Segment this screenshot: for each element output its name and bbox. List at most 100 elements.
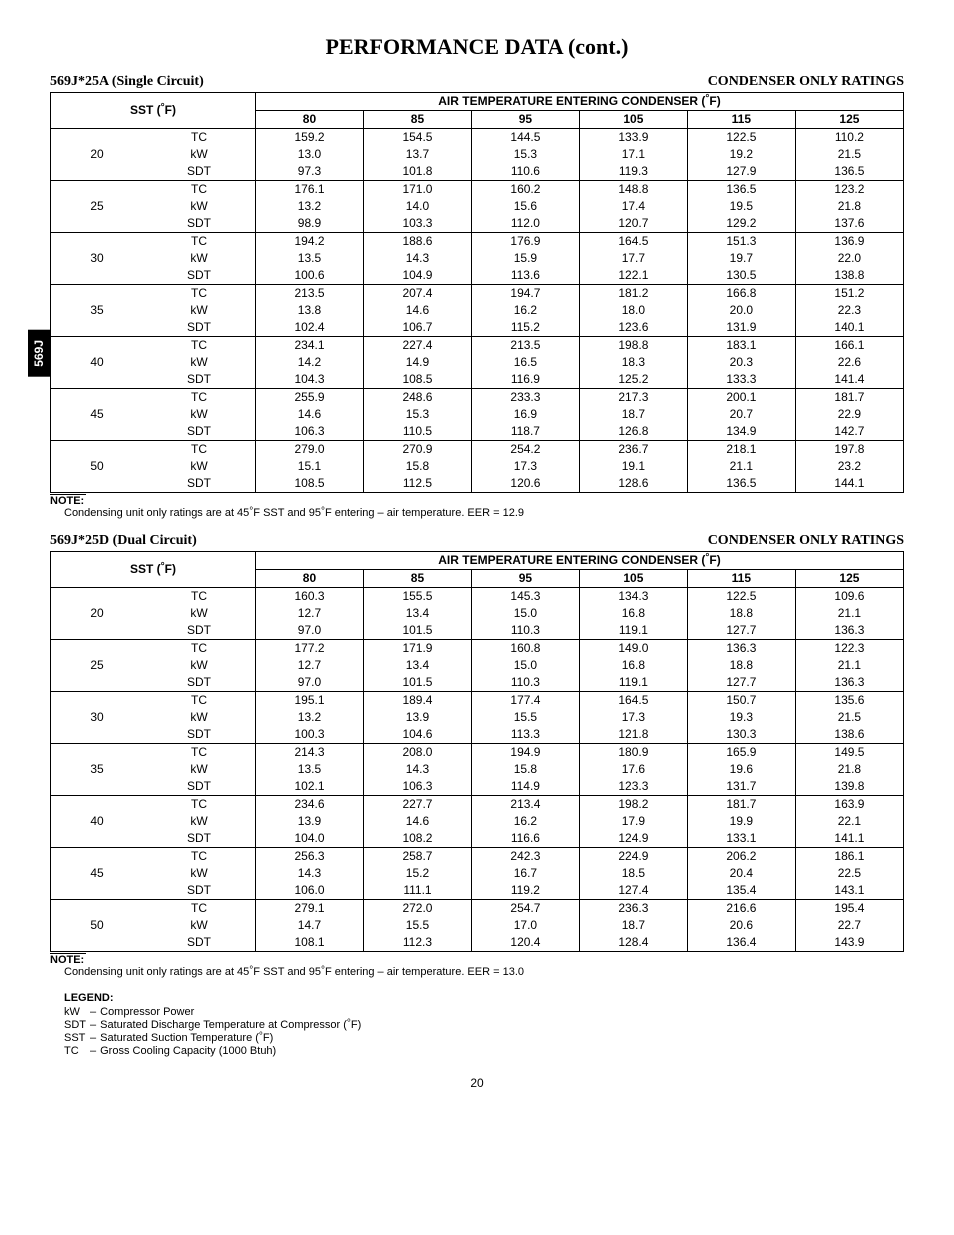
sst-header: SST (°F) <box>51 552 256 588</box>
data-cell: 13.0 <box>256 146 364 163</box>
data-cell: 14.3 <box>363 250 471 267</box>
data-cell: 17.6 <box>579 761 687 778</box>
data-cell: 22.0 <box>795 250 903 267</box>
data-cell: 113.6 <box>471 267 579 285</box>
metric-label: SDT <box>143 830 256 848</box>
data-cell: 194.2 <box>256 233 364 251</box>
data-cell: 16.7 <box>471 865 579 882</box>
data-cell: 154.5 <box>363 129 471 147</box>
data-cell: 20.3 <box>687 354 795 371</box>
sst-value: 25 <box>51 181 144 233</box>
data-cell: 118.7 <box>471 423 579 441</box>
data-cell: 108.1 <box>256 934 364 952</box>
data-cell: 248.6 <box>363 389 471 407</box>
metric-label: TC <box>143 796 256 814</box>
data-cell: 114.9 <box>471 778 579 796</box>
data-cell: 17.7 <box>579 250 687 267</box>
metric-label: TC <box>143 129 256 147</box>
data-cell: 134.3 <box>579 588 687 606</box>
data-cell: 21.8 <box>795 198 903 215</box>
data-cell: 128.4 <box>579 934 687 952</box>
data-cell: 20.4 <box>687 865 795 882</box>
data-cell: 151.2 <box>795 285 903 303</box>
side-tab: 569J <box>28 330 50 377</box>
sst-header: SST (°F) <box>51 93 256 129</box>
data-cell: 141.4 <box>795 371 903 389</box>
metric-label: SDT <box>143 319 256 337</box>
data-cell: 21.5 <box>795 709 903 726</box>
data-cell: 108.5 <box>256 475 364 493</box>
data-cell: 195.1 <box>256 692 364 710</box>
data-cell: 142.7 <box>795 423 903 441</box>
data-cell: 137.6 <box>795 215 903 233</box>
data-cell: 16.8 <box>579 605 687 622</box>
data-cell: 17.3 <box>471 458 579 475</box>
data-cell: 208.0 <box>363 744 471 762</box>
data-cell: 140.1 <box>795 319 903 337</box>
metric-label: kW <box>143 865 256 882</box>
data-cell: 13.5 <box>256 250 364 267</box>
data-cell: 126.8 <box>579 423 687 441</box>
data-cell: 198.8 <box>579 337 687 355</box>
data-cell: 18.8 <box>687 605 795 622</box>
col-temp-header: 80 <box>256 111 364 129</box>
data-cell: 14.6 <box>363 302 471 319</box>
legend-row: TC–Gross Cooling Capacity (1000 Btuh) <box>64 1045 365 1058</box>
data-cell: 18.7 <box>579 917 687 934</box>
data-cell: 163.9 <box>795 796 903 814</box>
data-cell: 106.3 <box>256 423 364 441</box>
legend-row: kW–Compressor Power <box>64 1006 365 1019</box>
data-cell: 116.6 <box>471 830 579 848</box>
data-cell: 213.5 <box>471 337 579 355</box>
data-cell: 14.2 <box>256 354 364 371</box>
data-cell: 13.8 <box>256 302 364 319</box>
data-cell: 23.2 <box>795 458 903 475</box>
data-cell: 12.7 <box>256 605 364 622</box>
data-cell: 127.7 <box>687 674 795 692</box>
data-cell: 279.1 <box>256 900 364 918</box>
data-cell: 224.9 <box>579 848 687 866</box>
data-cell: 111.1 <box>363 882 471 900</box>
data-cell: 124.9 <box>579 830 687 848</box>
data-cell: 213.5 <box>256 285 364 303</box>
data-cell: 19.9 <box>687 813 795 830</box>
sst-value: 40 <box>51 337 144 389</box>
data-cell: 13.5 <box>256 761 364 778</box>
data-cell: 14.3 <box>256 865 364 882</box>
data-cell: 14.0 <box>363 198 471 215</box>
legend-dash: – <box>90 1045 100 1058</box>
data-cell: 116.9 <box>471 371 579 389</box>
metric-label: TC <box>143 337 256 355</box>
data-cell: 189.4 <box>363 692 471 710</box>
data-cell: 176.1 <box>256 181 364 199</box>
metric-label: TC <box>143 900 256 918</box>
data-cell: 133.9 <box>579 129 687 147</box>
data-cell: 258.7 <box>363 848 471 866</box>
metric-label: SDT <box>143 267 256 285</box>
data-cell: 21.5 <box>795 146 903 163</box>
data-cell: 18.0 <box>579 302 687 319</box>
data-cell: 123.2 <box>795 181 903 199</box>
metric-label: kW <box>143 813 256 830</box>
data-cell: 200.1 <box>687 389 795 407</box>
data-cell: 15.0 <box>471 605 579 622</box>
data-cell: 15.6 <box>471 198 579 215</box>
data-cell: 123.3 <box>579 778 687 796</box>
metric-label: SDT <box>143 882 256 900</box>
data-cell: 17.3 <box>579 709 687 726</box>
metric-label: TC <box>143 588 256 606</box>
data-cell: 171.0 <box>363 181 471 199</box>
data-cell: 102.4 <box>256 319 364 337</box>
data-cell: 160.2 <box>471 181 579 199</box>
legend-title: LEGEND: <box>64 992 904 1004</box>
data-cell: 279.0 <box>256 441 364 459</box>
col-temp-header: 80 <box>256 570 364 588</box>
data-cell: 166.1 <box>795 337 903 355</box>
data-cell: 16.9 <box>471 406 579 423</box>
data-cell: 206.2 <box>687 848 795 866</box>
data-cell: 136.5 <box>687 475 795 493</box>
metric-label: SDT <box>143 475 256 493</box>
metric-label: kW <box>143 605 256 622</box>
data-cell: 15.5 <box>471 709 579 726</box>
data-cell: 213.4 <box>471 796 579 814</box>
